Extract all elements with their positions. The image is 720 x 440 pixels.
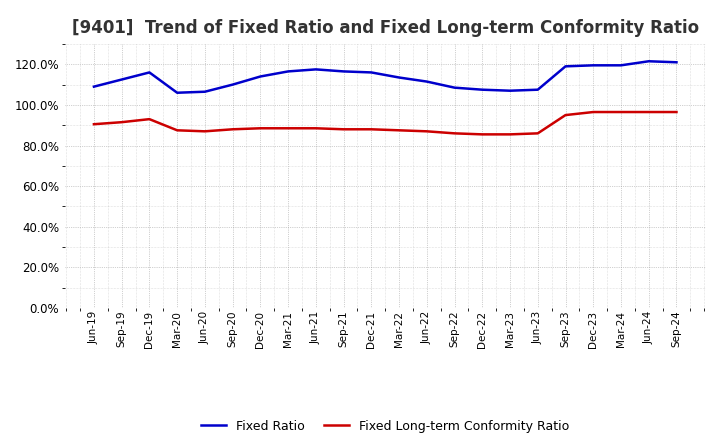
Fixed Long-term Conformity Ratio <box>616 110 625 115</box>
Fixed Ratio <box>561 64 570 69</box>
Fixed Ratio <box>644 59 653 64</box>
Fixed Long-term Conformity Ratio <box>589 110 598 115</box>
Fixed Ratio <box>145 70 154 75</box>
Fixed Long-term Conformity Ratio <box>256 126 265 131</box>
Fixed Ratio <box>201 89 210 94</box>
Fixed Ratio <box>589 62 598 68</box>
Fixed Long-term Conformity Ratio <box>561 113 570 118</box>
Fixed Long-term Conformity Ratio <box>672 110 681 115</box>
Fixed Ratio <box>312 67 320 72</box>
Fixed Ratio <box>534 87 542 92</box>
Legend: Fixed Ratio, Fixed Long-term Conformity Ratio: Fixed Ratio, Fixed Long-term Conformity … <box>197 414 574 437</box>
Fixed Long-term Conformity Ratio <box>339 127 348 132</box>
Fixed Ratio <box>256 74 265 79</box>
Fixed Long-term Conformity Ratio <box>644 110 653 115</box>
Fixed Ratio <box>505 88 514 93</box>
Fixed Long-term Conformity Ratio <box>201 128 210 134</box>
Title: [9401]  Trend of Fixed Ratio and Fixed Long-term Conformity Ratio: [9401] Trend of Fixed Ratio and Fixed Lo… <box>71 19 699 37</box>
Fixed Ratio <box>228 82 237 87</box>
Fixed Ratio <box>478 87 487 92</box>
Fixed Ratio <box>450 85 459 90</box>
Fixed Ratio <box>395 75 403 80</box>
Line: Fixed Long-term Conformity Ratio: Fixed Long-term Conformity Ratio <box>94 112 677 134</box>
Fixed Ratio <box>117 77 126 82</box>
Line: Fixed Ratio: Fixed Ratio <box>94 61 677 93</box>
Fixed Long-term Conformity Ratio <box>284 126 292 131</box>
Fixed Long-term Conformity Ratio <box>505 132 514 137</box>
Fixed Long-term Conformity Ratio <box>450 131 459 136</box>
Fixed Long-term Conformity Ratio <box>534 131 542 136</box>
Fixed Ratio <box>89 84 98 89</box>
Fixed Long-term Conformity Ratio <box>173 128 181 133</box>
Fixed Long-term Conformity Ratio <box>423 128 431 134</box>
Fixed Long-term Conformity Ratio <box>89 121 98 127</box>
Fixed Long-term Conformity Ratio <box>312 126 320 131</box>
Fixed Long-term Conformity Ratio <box>478 132 487 137</box>
Fixed Long-term Conformity Ratio <box>145 117 154 122</box>
Fixed Long-term Conformity Ratio <box>395 128 403 133</box>
Fixed Ratio <box>423 79 431 84</box>
Fixed Ratio <box>616 62 625 68</box>
Fixed Ratio <box>339 69 348 74</box>
Fixed Ratio <box>173 90 181 95</box>
Fixed Ratio <box>284 69 292 74</box>
Fixed Ratio <box>367 70 376 75</box>
Fixed Long-term Conformity Ratio <box>228 127 237 132</box>
Fixed Long-term Conformity Ratio <box>117 120 126 125</box>
Fixed Ratio <box>672 60 681 65</box>
Fixed Long-term Conformity Ratio <box>367 127 376 132</box>
